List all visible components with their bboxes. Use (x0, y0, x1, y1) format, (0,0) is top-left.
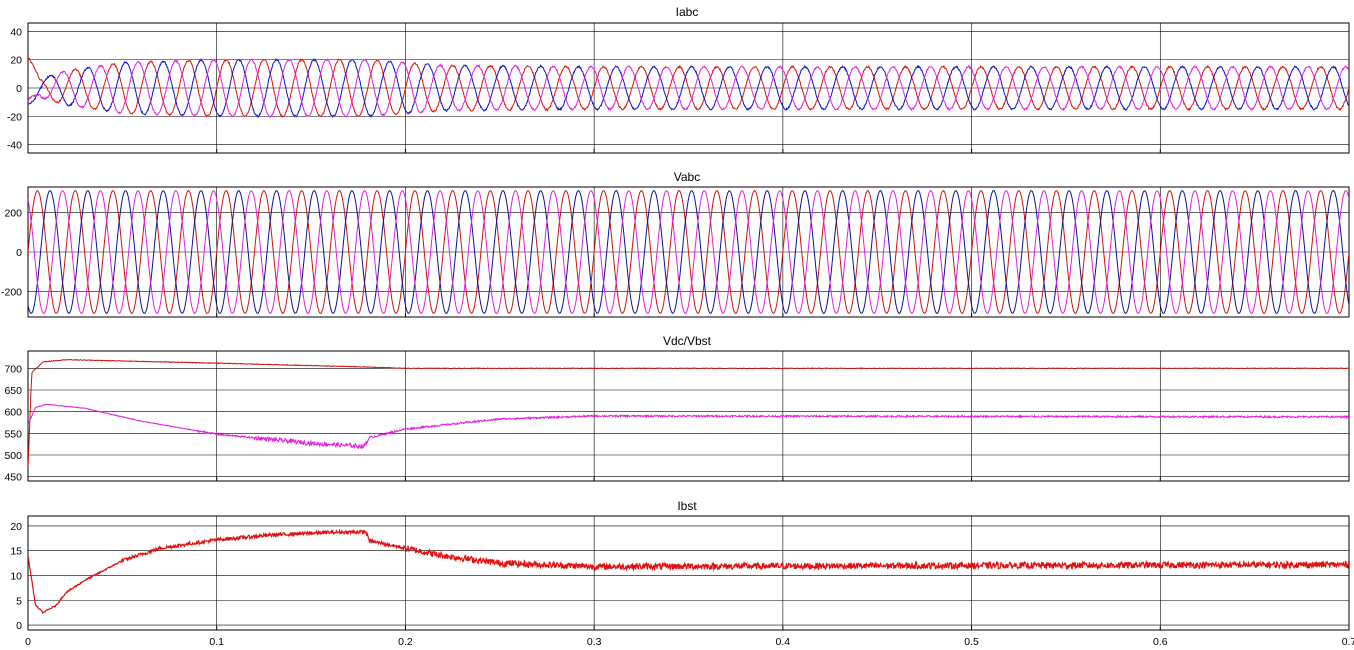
y-tick-label: 15 (10, 546, 22, 558)
series-trace-3 (28, 190, 1349, 315)
series-trace-3 (28, 58, 1349, 118)
panel-title-ibst: Ibst (677, 499, 697, 513)
y-tick-label: 0 (16, 83, 22, 95)
panel-vdc-vbst: Vdc/Vbst 700 650 600 550 500 450 (4, 334, 1350, 484)
series-trace-2 (28, 57, 1349, 119)
plot-traces (28, 358, 1349, 468)
x-tick-label: 0.6 (1153, 636, 1168, 648)
series-trace-1 (28, 358, 1349, 468)
panel-vabc: Vabc 200 0 -200 (1, 170, 1350, 318)
y-tick-label: 200 (4, 208, 22, 220)
x-tick-label: 0.2 (398, 636, 413, 648)
y-tick-label: 550 (4, 428, 22, 440)
x-tick-label: 0.7 (1342, 636, 1354, 648)
y-tick-label: 450 (4, 472, 22, 484)
series-trace-1 (28, 56, 1349, 118)
y-tick-label: -20 (7, 111, 22, 123)
y-tick-label: 0 (16, 247, 22, 259)
plot-traces (28, 56, 1349, 119)
plot-traces (28, 528, 1349, 615)
y-tick-label: 0 (16, 620, 22, 632)
panel-title-iabc: Iabc (676, 5, 699, 19)
panel-title-vdc-vbst: Vdc/Vbst (663, 334, 712, 348)
y-tick-label: 20 (10, 521, 22, 533)
y-tick-label: -200 (1, 286, 22, 298)
y-tick-label: -40 (7, 140, 22, 152)
series-trace-2 (28, 403, 1349, 450)
panel-iabc: Iabc 40 20 0 -20 -40 (7, 5, 1350, 154)
panel-ibst: Ibst 0 0.1 0.2 0.3 0.4 0.5 0.6 0.7 20 15 10 5 0 (10, 499, 1354, 648)
series-trace-1 (28, 528, 1349, 615)
y-tick-label: 650 (4, 385, 22, 397)
y-tick-label: 5 (16, 595, 22, 607)
x-tick-label: 0.3 (587, 636, 602, 648)
y-tick-label: 600 (4, 407, 22, 419)
plot-area (27, 515, 1350, 631)
plot-traces (28, 189, 1349, 315)
y-tick-label: 20 (10, 55, 22, 67)
x-tick-label: 0.5 (964, 636, 979, 648)
x-tick-label: 0.1 (209, 636, 224, 648)
panel-title-vabc: Vabc (674, 170, 700, 184)
x-tick-label: 0.4 (776, 636, 791, 648)
x-tick-label: 0 (25, 636, 31, 648)
y-tick-label: 500 (4, 450, 22, 462)
y-tick-label: 700 (4, 363, 22, 375)
y-tick-label: 40 (10, 26, 22, 38)
y-tick-label: 10 (10, 570, 22, 582)
series-trace-1 (28, 189, 1349, 315)
series-trace-2 (28, 189, 1349, 315)
